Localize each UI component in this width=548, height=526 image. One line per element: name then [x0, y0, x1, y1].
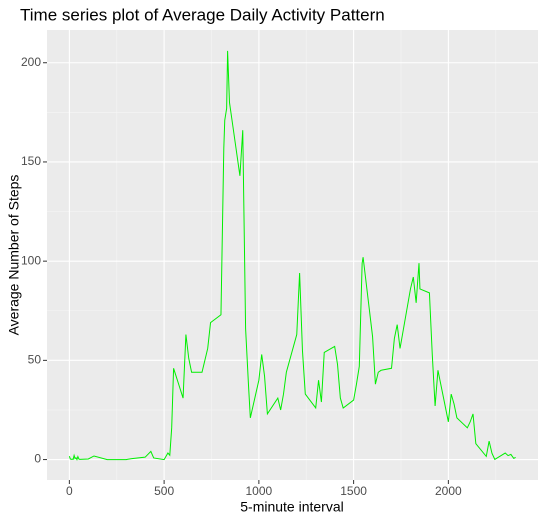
series-line	[68, 50, 516, 461]
x-axis-label: 5-minute interval	[240, 499, 344, 515]
panel	[47, 30, 538, 480]
y-tick-label: 100	[21, 253, 41, 267]
chart-title: Time series plot of Average Daily Activi…	[20, 5, 385, 24]
y-axis-label: Average Number of Steps	[6, 175, 22, 336]
x-tick-label: 500	[154, 484, 174, 498]
x-tick-label: 1500	[340, 484, 367, 498]
y-tick-label: 50	[28, 353, 42, 367]
y-tick-label: 0	[34, 452, 41, 466]
x-tick-label: 1000	[246, 484, 273, 498]
y-tick-label: 150	[21, 154, 41, 168]
y-tick-label: 200	[21, 55, 41, 69]
x-tick-label: 2000	[435, 484, 462, 498]
x-tick-label: 0	[66, 484, 73, 498]
